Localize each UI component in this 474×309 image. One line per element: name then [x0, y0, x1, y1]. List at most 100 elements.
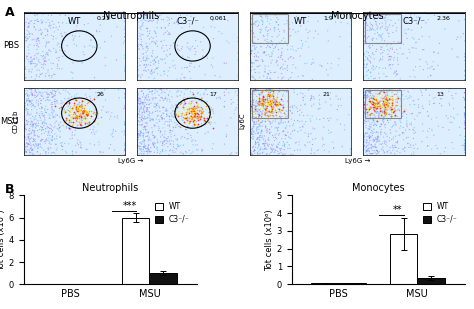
Point — [383, 13, 390, 18]
Point — [161, 138, 169, 143]
Point — [27, 131, 35, 136]
Point — [368, 144, 376, 149]
Point — [374, 99, 381, 104]
Point — [28, 130, 36, 135]
Point — [191, 107, 198, 112]
Point — [187, 107, 195, 112]
Point — [363, 90, 370, 95]
Point — [21, 146, 29, 151]
Point — [135, 104, 142, 109]
Point — [232, 89, 239, 94]
Point — [77, 123, 84, 128]
Point — [448, 93, 456, 98]
Point — [265, 52, 273, 57]
Point — [33, 111, 41, 116]
Point — [337, 96, 344, 101]
Point — [203, 106, 211, 111]
Point — [145, 130, 152, 135]
Point — [121, 148, 128, 153]
Point — [121, 31, 128, 36]
Point — [140, 109, 148, 114]
Point — [378, 57, 386, 62]
Point — [261, 109, 269, 114]
Point — [156, 119, 164, 124]
Point — [304, 36, 312, 40]
Point — [325, 15, 332, 20]
Point — [35, 103, 42, 108]
Point — [159, 125, 167, 130]
Point — [168, 112, 176, 117]
Point — [193, 107, 201, 112]
Point — [279, 152, 286, 157]
Point — [267, 38, 275, 43]
Point — [86, 43, 94, 48]
Point — [167, 128, 174, 133]
Point — [256, 147, 264, 152]
Point — [44, 124, 51, 129]
Point — [37, 101, 45, 106]
Point — [66, 19, 73, 23]
Point — [282, 151, 289, 156]
Point — [370, 100, 378, 105]
Point — [186, 48, 194, 53]
Point — [264, 88, 272, 93]
Point — [277, 115, 284, 120]
Point — [69, 105, 77, 110]
Point — [266, 96, 273, 101]
Point — [173, 122, 181, 127]
Point — [265, 100, 273, 105]
Point — [374, 110, 382, 115]
Point — [372, 102, 380, 107]
Point — [391, 111, 399, 116]
Point — [157, 88, 165, 93]
Point — [133, 11, 141, 16]
Point — [156, 151, 164, 156]
Point — [387, 117, 394, 122]
Point — [369, 104, 377, 109]
Point — [422, 10, 429, 15]
Point — [257, 13, 264, 18]
Point — [155, 113, 162, 118]
Point — [154, 13, 161, 18]
Point — [94, 116, 102, 121]
Point — [50, 125, 57, 130]
Point — [366, 100, 374, 105]
Point — [347, 150, 355, 155]
Point — [367, 111, 374, 116]
Point — [166, 114, 173, 119]
Text: Neutrophils: Neutrophils — [103, 11, 159, 21]
Point — [138, 110, 146, 115]
Point — [277, 55, 284, 60]
Point — [121, 122, 128, 127]
Point — [422, 20, 430, 25]
Point — [319, 137, 327, 142]
Point — [368, 142, 375, 147]
Point — [399, 146, 406, 151]
Point — [144, 26, 152, 31]
Point — [172, 123, 180, 128]
Point — [201, 121, 209, 126]
Point — [399, 130, 406, 135]
Point — [380, 121, 387, 125]
Point — [427, 73, 435, 78]
Point — [383, 107, 390, 112]
Point — [22, 127, 30, 132]
Point — [72, 34, 79, 39]
Point — [69, 149, 76, 154]
Point — [144, 121, 151, 126]
Point — [269, 88, 277, 93]
Point — [393, 97, 401, 102]
Point — [371, 109, 379, 114]
Point — [152, 41, 159, 46]
Point — [23, 137, 31, 142]
Point — [69, 152, 76, 157]
Point — [175, 108, 182, 113]
Point — [62, 34, 69, 39]
Point — [136, 96, 144, 101]
Point — [38, 121, 46, 126]
Point — [187, 113, 195, 118]
Point — [382, 102, 390, 107]
Point — [160, 17, 167, 22]
Point — [265, 98, 273, 103]
Point — [37, 31, 45, 36]
